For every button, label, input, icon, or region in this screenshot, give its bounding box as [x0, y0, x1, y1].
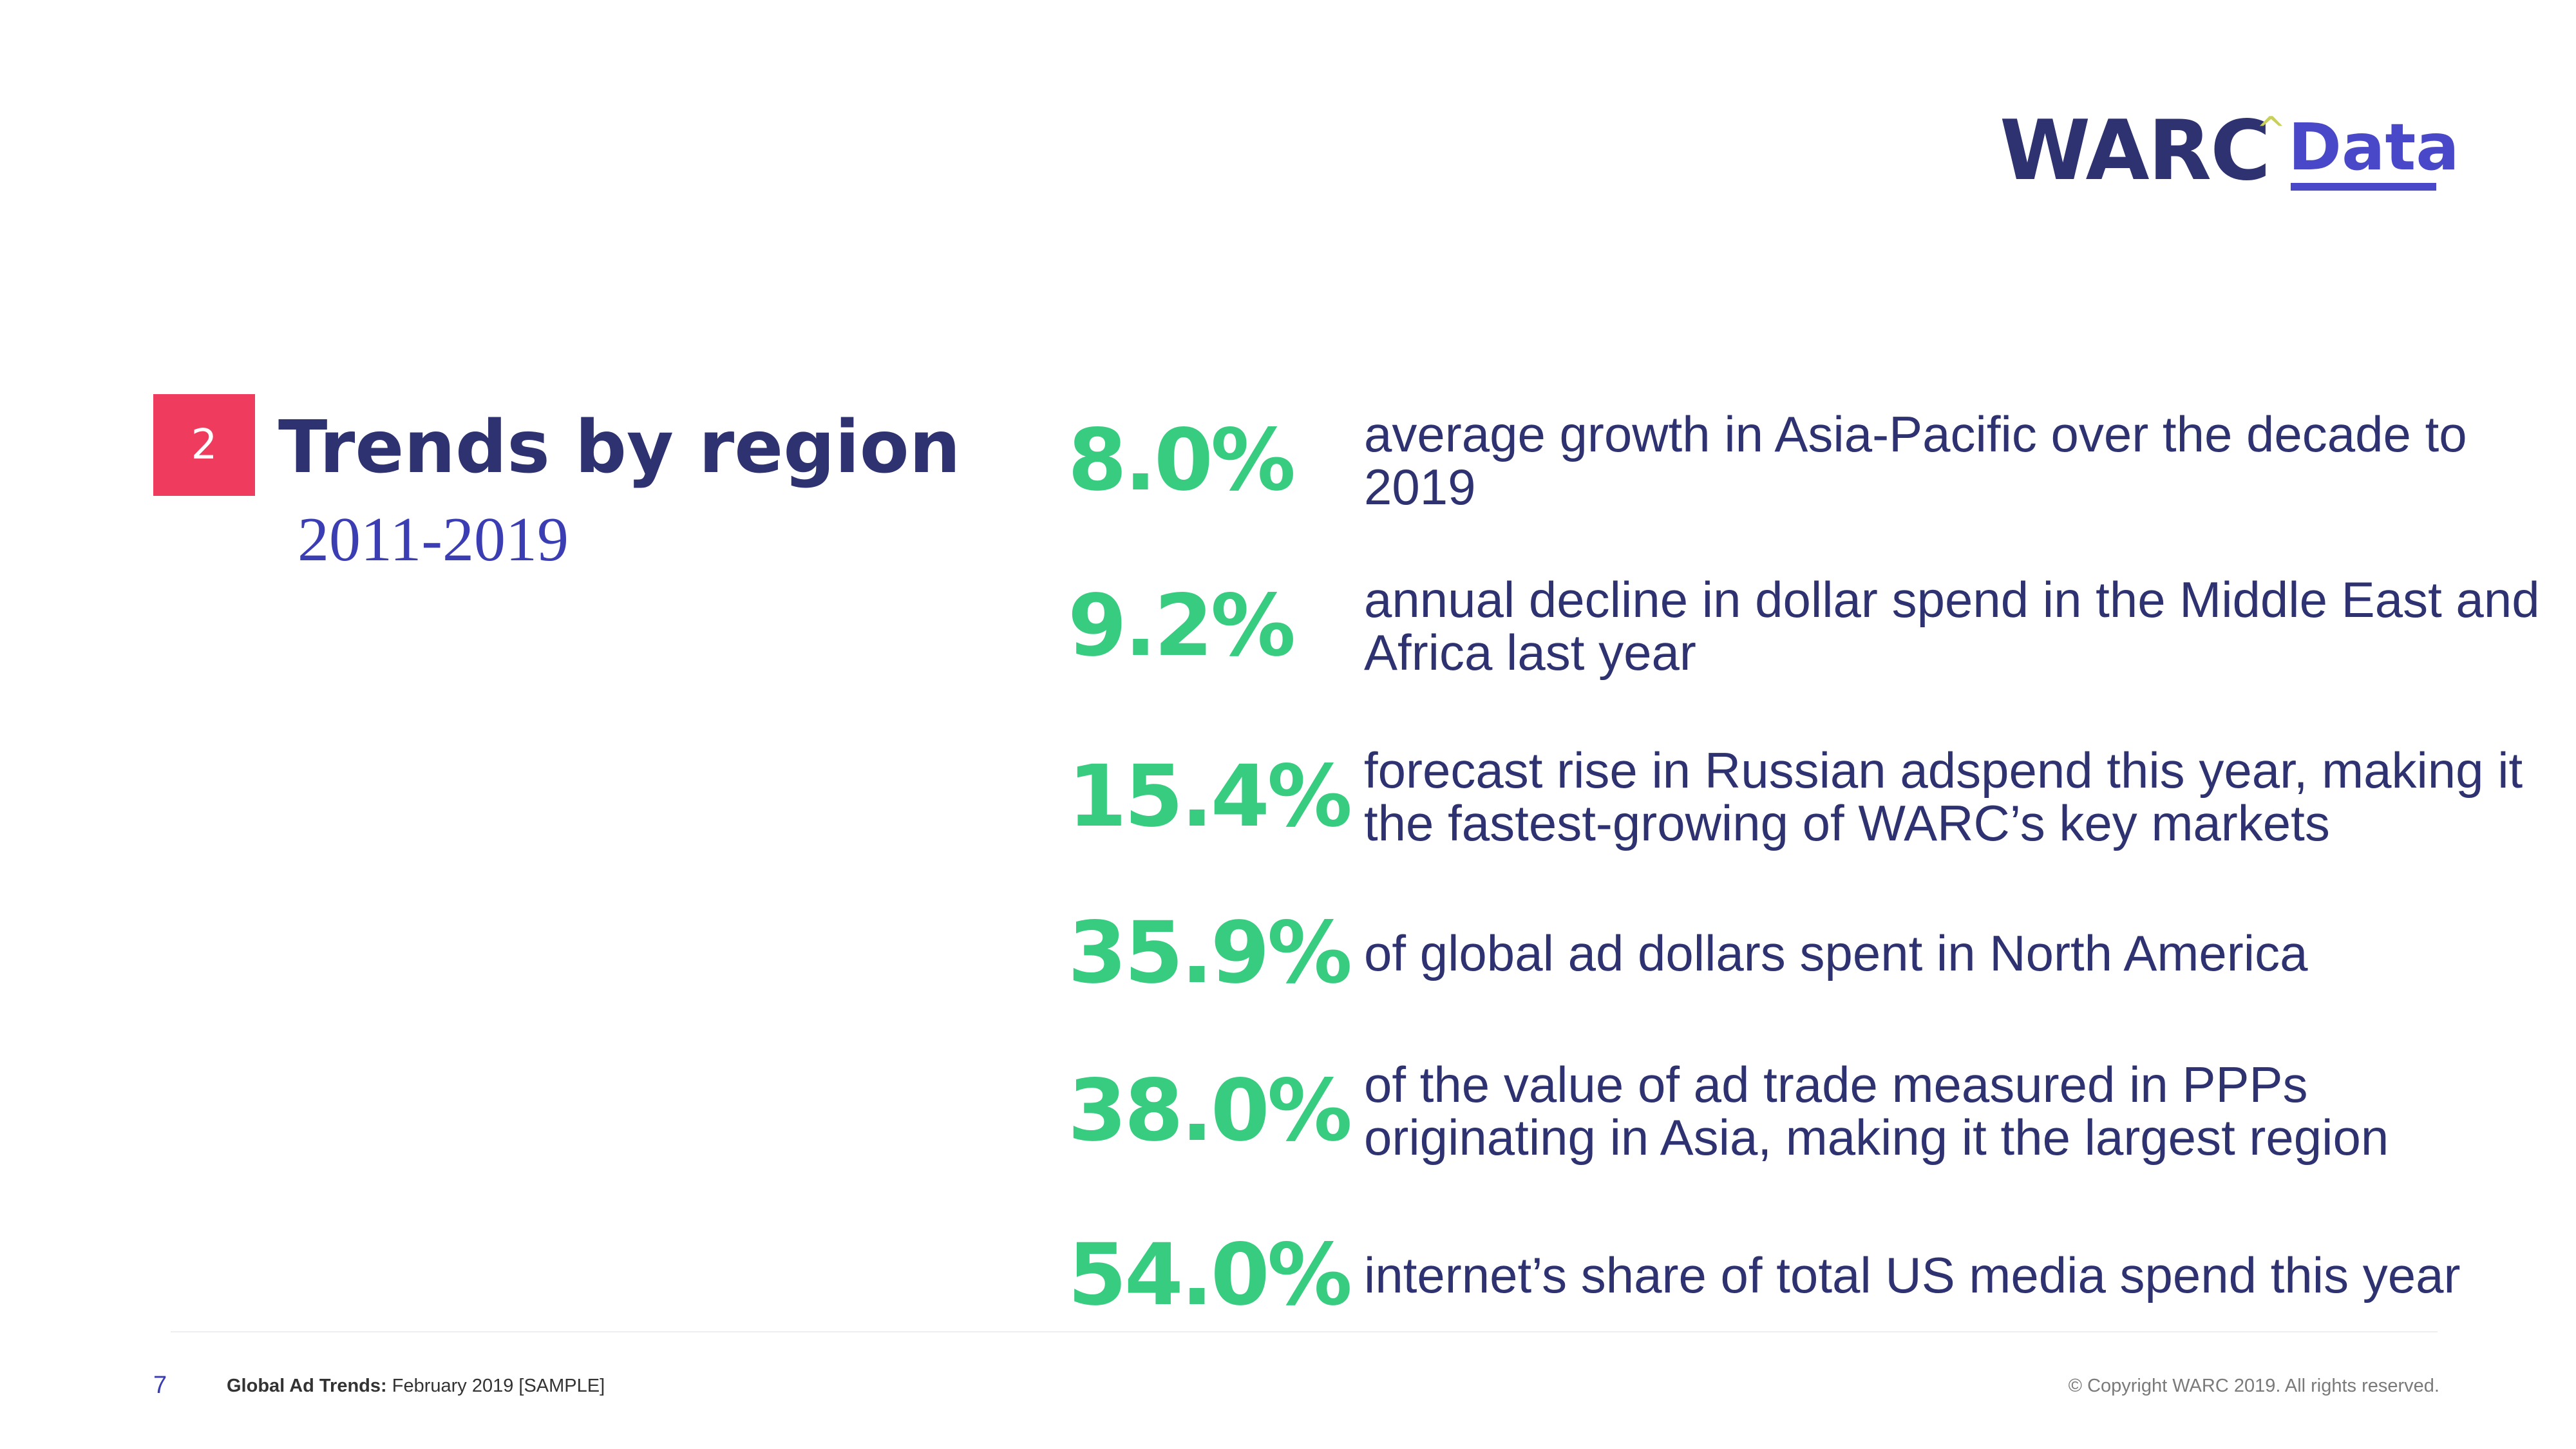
logo-caret-icon: ^	[2256, 109, 2286, 151]
stat-value: 35.9%	[1068, 904, 1352, 1003]
stat-description: of the value of ad trade measured in PPP…	[1364, 1056, 2389, 1166]
report-source: Global Ad Trends: February 2019 [SAMPLE]	[227, 1376, 605, 1397]
stat-row: 9.2% annual decline in dollar spend in t…	[1056, 562, 2550, 690]
stat-description: of global ad dollars spent in North Amer…	[1364, 925, 2308, 981]
stat-value: 8.0%	[1068, 411, 1296, 510]
stat-value: 15.4%	[1068, 747, 1352, 846]
stat-description: internet’s share of total US media spend…	[1364, 1247, 2461, 1303]
section-number-badge: 2	[153, 394, 255, 496]
copyright-notice: © Copyright WARC 2019. All rights reserv…	[2068, 1376, 2439, 1396]
section-subtitle: 2011-2019	[298, 505, 569, 574]
logo-product: Data	[2288, 109, 2459, 185]
stat-row: 15.4% forecast rise in Russian adspend t…	[1056, 732, 2550, 861]
logo-brand: WARC	[2000, 103, 2271, 199]
stat-row: 35.9% of global ad dollars spent in Nort…	[1056, 889, 2550, 1018]
stat-description: forecast rise in Russian adspend this ye…	[1364, 742, 2523, 851]
stat-row: 8.0% average growth in Asia-Pacific over…	[1056, 396, 2550, 525]
stat-description: average growth in Asia-Pacific over the …	[1364, 406, 2467, 515]
stat-description: annual decline in dollar spend in the Mi…	[1364, 571, 2540, 681]
logo-underline	[2291, 183, 2436, 191]
stat-value: 54.0%	[1068, 1226, 1352, 1325]
footer-divider	[171, 1331, 2438, 1332]
page-number: 7	[153, 1372, 167, 1399]
report-edition: February 2019 [SAMPLE]	[392, 1376, 605, 1396]
report-title: Global Ad Trends:	[227, 1376, 387, 1396]
stat-value: 9.2%	[1068, 576, 1296, 676]
section-title: Trends by region	[278, 406, 961, 489]
stat-row: 54.0% internet’s share of total US media…	[1056, 1211, 2550, 1340]
stat-row: 38.0% of the value of ad trade measured …	[1056, 1046, 2550, 1175]
stat-value: 38.0%	[1068, 1061, 1352, 1160]
